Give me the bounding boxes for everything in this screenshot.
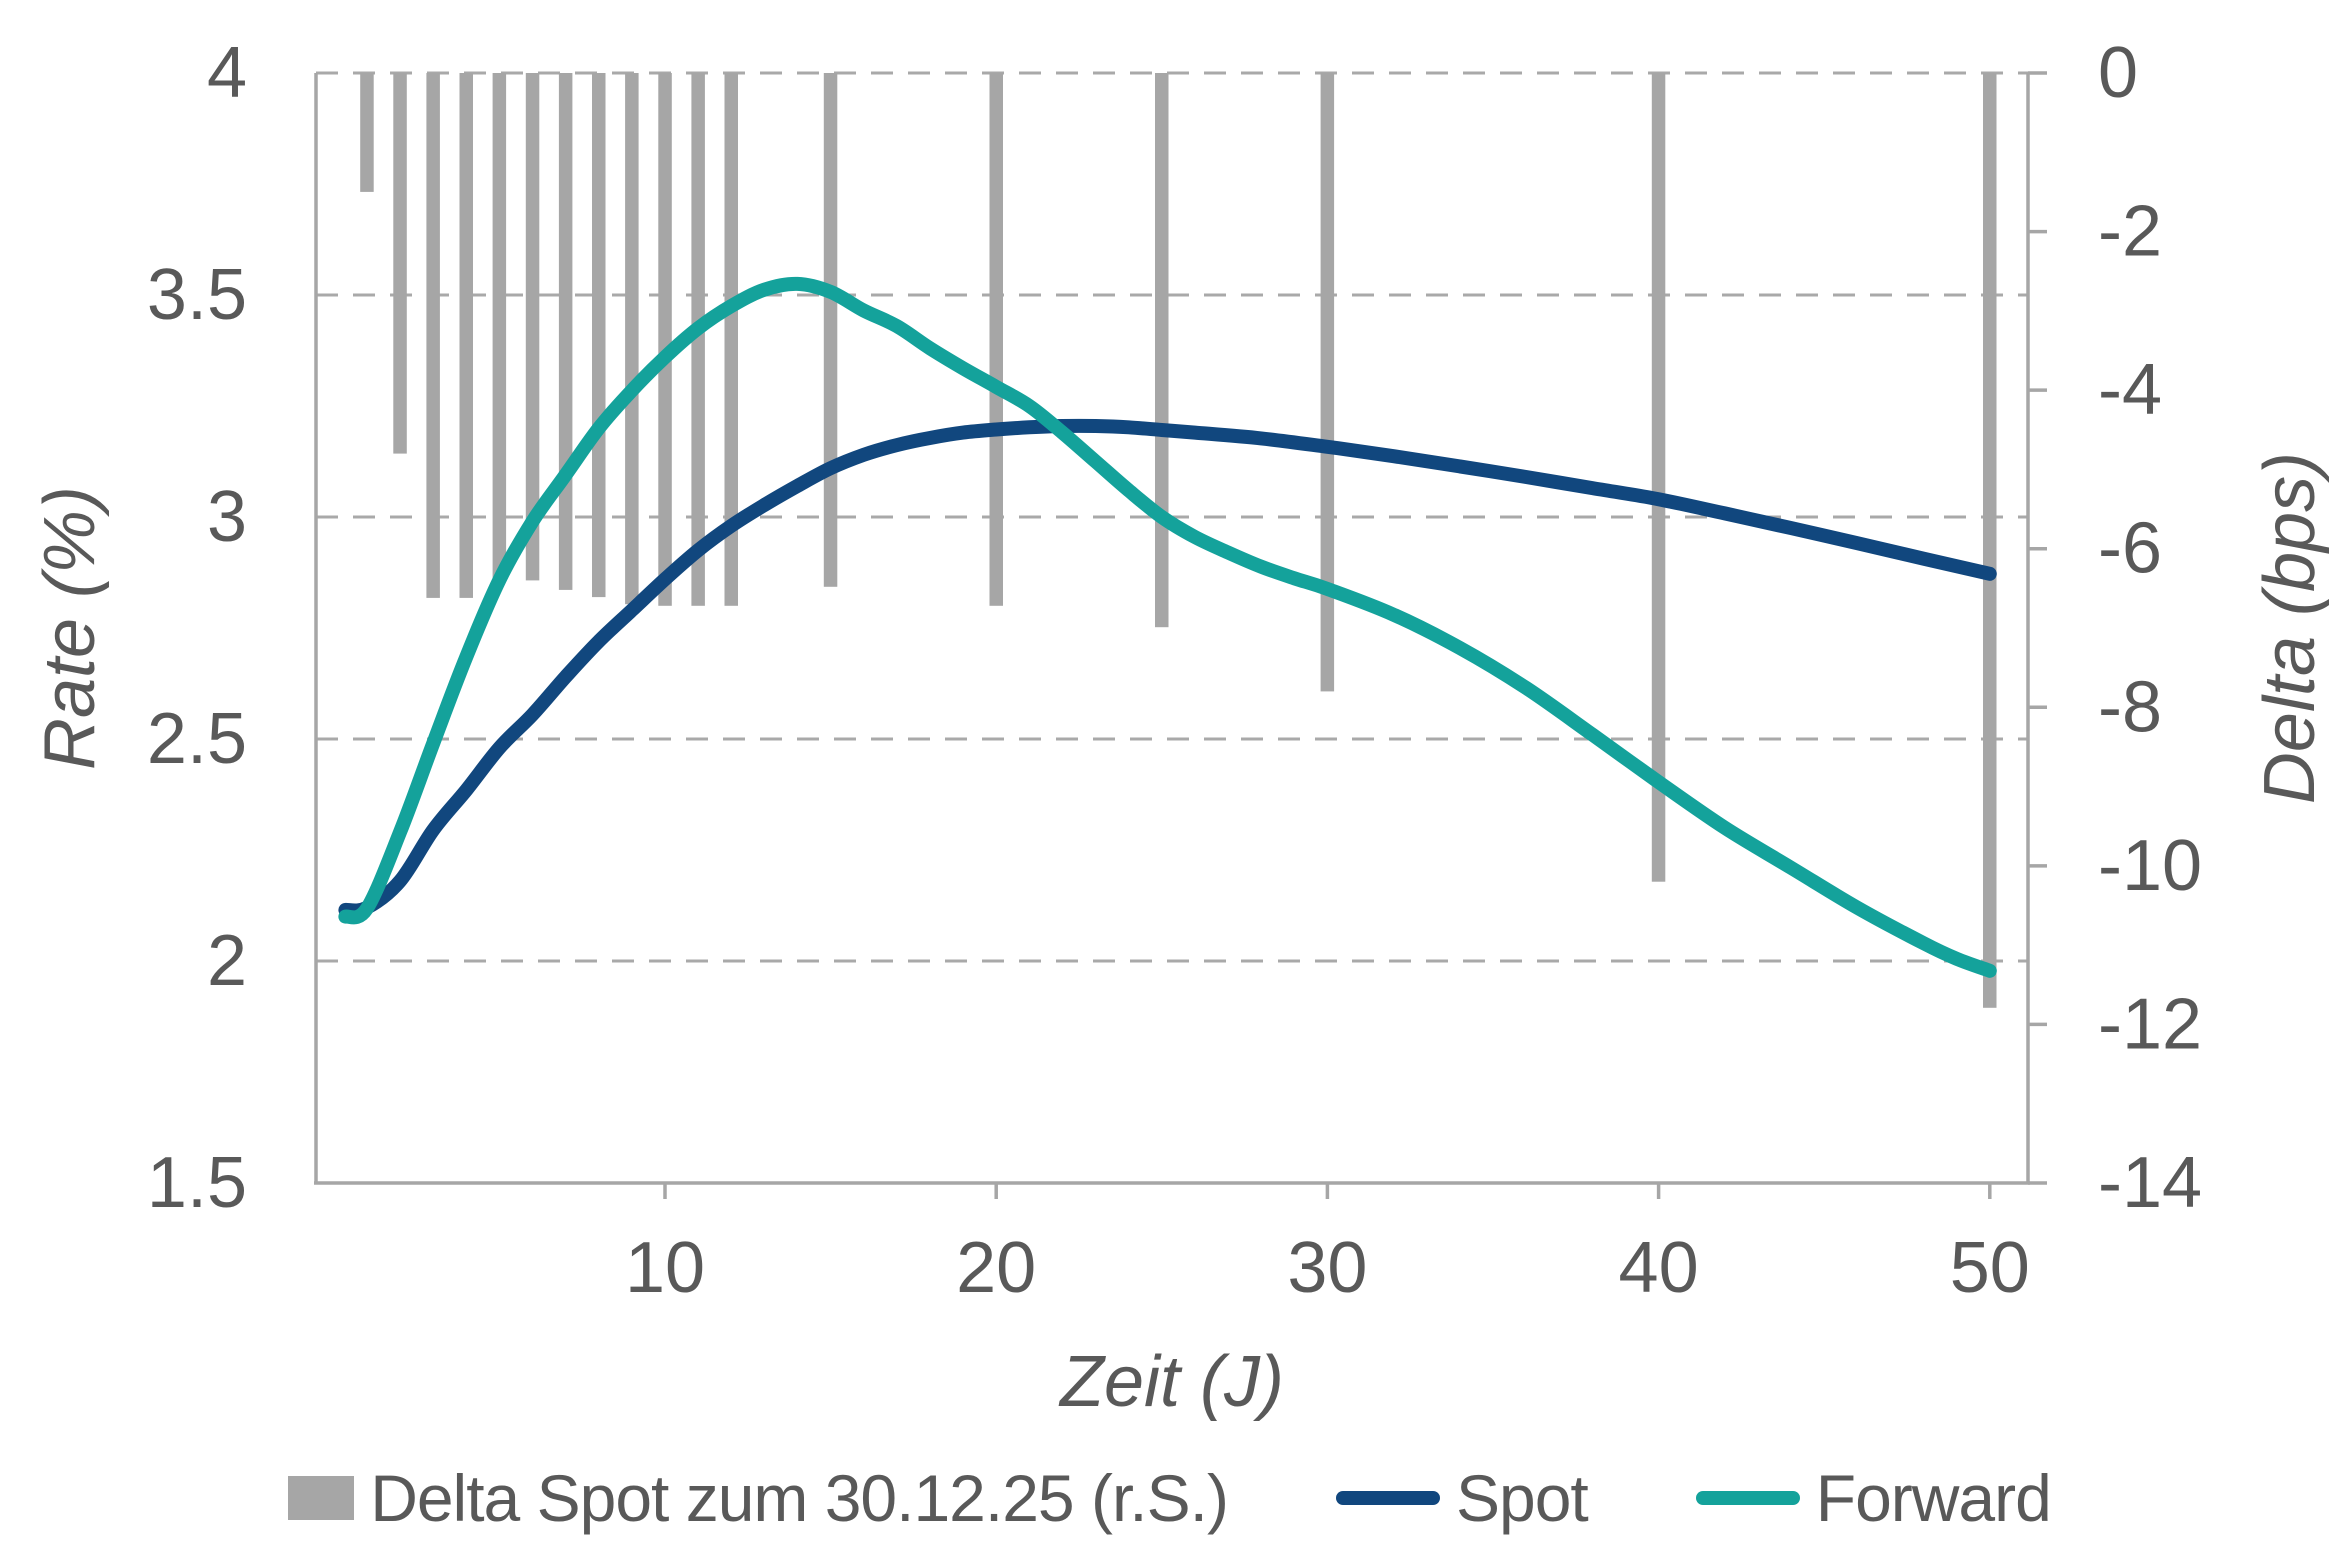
delta-bar <box>989 73 1003 606</box>
legend-swatch-bar <box>288 1476 355 1520</box>
delta-bar <box>823 73 838 587</box>
right-axis-tick-label: -8 <box>2098 667 2162 747</box>
right-axis-tick-label: -14 <box>2098 1143 2202 1223</box>
bar-series-delta-spot <box>360 73 1997 1008</box>
delta-bar <box>592 73 606 598</box>
left-axis-tick-label: 2.5 <box>147 699 247 779</box>
delta-bar <box>691 73 705 606</box>
x-axis-tick-label: 10 <box>625 1228 705 1308</box>
left-axis-tick-label: 1.5 <box>147 1143 247 1223</box>
x-axis-tick-label: 50 <box>1950 1228 2030 1308</box>
delta-bar <box>658 73 672 606</box>
right-axis-tick-label: -6 <box>2098 509 2162 589</box>
left-axis-tick-label: 3 <box>207 477 247 557</box>
right-axis-tick-label: -10 <box>2098 826 2202 906</box>
axes <box>314 71 2047 1199</box>
legend-label-delta-spot: Delta Spot zum 30.12.25 (r.S.) <box>370 1461 1229 1535</box>
delta-bar <box>459 73 473 598</box>
x-axis-tick-label: 30 <box>1287 1228 1367 1308</box>
left-axis-tick-label: 2 <box>207 921 247 1001</box>
line-spot <box>338 418 1997 918</box>
right-axis-title: Delta (bps) <box>2250 452 2330 804</box>
delta-bar <box>1320 73 1335 692</box>
right-axis-tick-label: -4 <box>2098 350 2162 430</box>
right-axis-tick-label: -2 <box>2098 192 2162 272</box>
delta-bar <box>525 73 540 581</box>
line-forward <box>338 276 1997 978</box>
legend-label-spot: Spot <box>1455 1461 1589 1535</box>
legend-item-spot: Spot <box>1335 1461 1589 1535</box>
left-axis-tick-label: 3.5 <box>147 255 247 335</box>
delta-bar <box>558 73 573 590</box>
delta-bar <box>360 73 374 192</box>
x-axis-tick-label: 40 <box>1619 1228 1699 1308</box>
chart-legend: Delta Spot zum 30.12.25 (r.S.) Spot Forw… <box>0 1452 2339 1544</box>
delta-bar <box>724 73 738 606</box>
right-axis-tick-label: -12 <box>2098 984 2202 1064</box>
left-axis-tick-label: 4 <box>207 33 247 113</box>
x-axis-tick-label: 20 <box>956 1228 1036 1308</box>
delta-bar <box>492 73 507 581</box>
delta-bar <box>1651 73 1666 882</box>
delta-bar <box>426 73 440 598</box>
legend-item-delta-spot: Delta Spot zum 30.12.25 (r.S.) <box>288 1461 1229 1535</box>
delta-bar <box>1983 73 1997 1008</box>
delta-bar <box>393 73 407 454</box>
delta-bar <box>625 73 639 605</box>
legend-swatch-forward-line <box>1695 1491 1800 1505</box>
right-axis-tick-label: 0 <box>2098 33 2138 113</box>
left-axis-title: Rate (%) <box>30 486 110 770</box>
legend-swatch-spot-line <box>1335 1491 1440 1505</box>
legend-label-forward: Forward <box>1815 1461 2052 1535</box>
x-axis-title: Zeit (J) <box>1058 1342 1284 1422</box>
legend-item-forward: Forward <box>1695 1461 2052 1535</box>
delta-bar <box>1155 73 1169 628</box>
